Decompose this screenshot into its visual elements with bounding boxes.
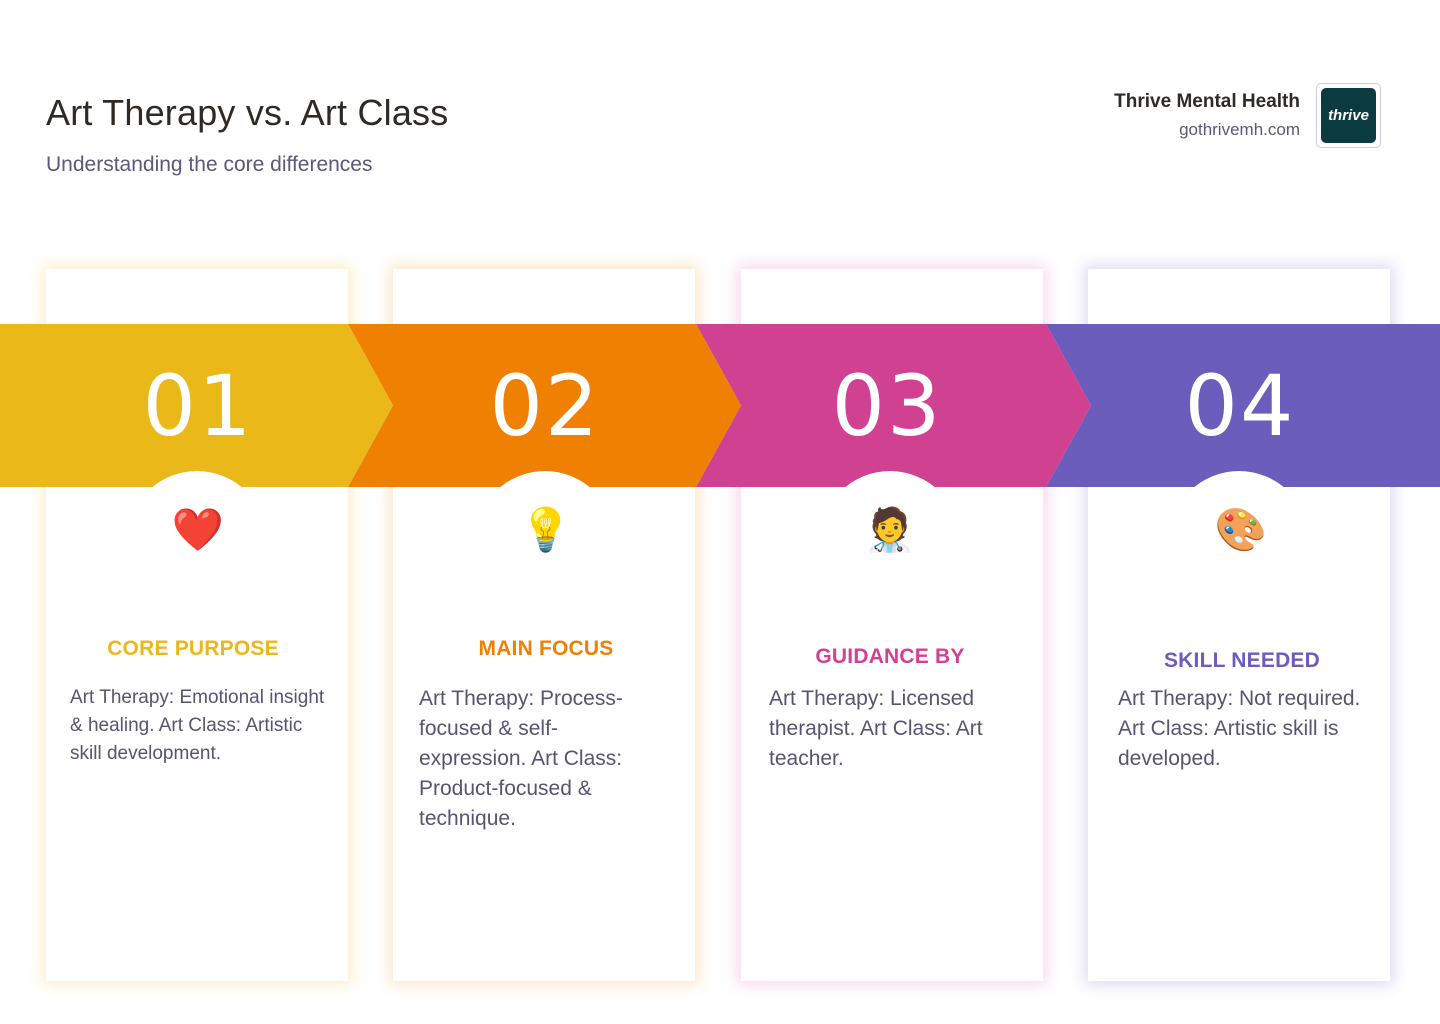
- chevron-4: [1046, 324, 1440, 487]
- lightbulb-icon: 💡: [519, 505, 573, 554]
- icon-bump-2: [475, 471, 615, 611]
- step-label-4: SKILL NEEDED: [1163, 649, 1321, 672]
- chevron-1: [0, 324, 393, 487]
- artist-palette-icon: 🎨: [1214, 505, 1268, 554]
- thrive-logo-icon: thrive: [1321, 88, 1376, 143]
- page-subtitle: Understanding the core differences: [46, 153, 373, 176]
- step-description-3: Art Therapy: Licensed therapist. Art Cla…: [769, 687, 983, 770]
- step-description-2: Art Therapy: Process-focused & self-expr…: [419, 687, 623, 830]
- step-number-4: 04: [1184, 356, 1296, 455]
- step-description-4: Art Therapy: Not required. Art Class: Ar…: [1118, 687, 1361, 770]
- chevron-banner: [0, 324, 1440, 487]
- brand-logo: thrive: [1316, 83, 1381, 148]
- brand-block: Thrive Mental Health gothrivemh.com: [1114, 91, 1300, 140]
- heart-icon: ❤️: [171, 505, 225, 554]
- brand-url[interactable]: gothrivemh.com: [1179, 120, 1300, 139]
- health-worker-icon: 🧑‍⚕️: [863, 505, 917, 554]
- page-title: Art Therapy vs. Art Class: [46, 92, 449, 133]
- step-label-2: MAIN FOCUS: [478, 637, 614, 660]
- step-label-3: GUIDANCE BY: [815, 645, 965, 668]
- step-number-3: 03: [831, 356, 943, 455]
- chevron-2: [348, 324, 741, 487]
- icon-bump-3: [820, 471, 960, 611]
- chevron-3: [696, 324, 1091, 487]
- step-number-2: 02: [489, 356, 601, 455]
- icon-bump-1: [127, 471, 267, 611]
- step-label-1: CORE PURPOSE: [107, 637, 279, 660]
- step-description-1: Art Therapy: Emotional insight & healing…: [70, 687, 325, 764]
- icon-bump-4: [1169, 471, 1309, 611]
- brand-name: Thrive Mental Health: [1114, 91, 1300, 112]
- step-number-1: 01: [142, 356, 254, 455]
